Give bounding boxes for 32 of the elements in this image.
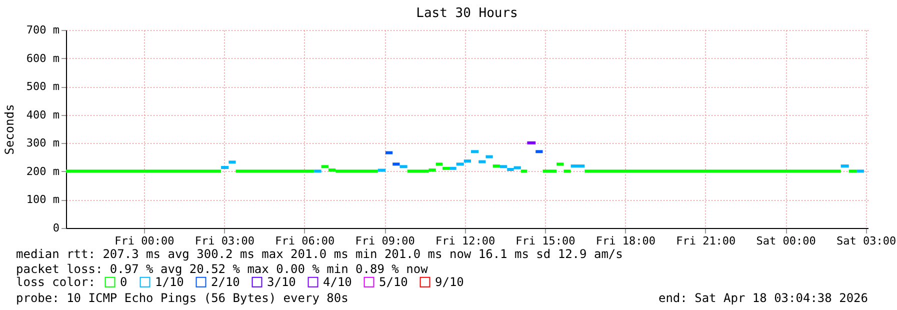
legend-label: 9/10 <box>435 275 464 290</box>
y-tick-label: 700 m <box>26 24 60 36</box>
legend-label: 3/10 <box>267 275 296 290</box>
text: median rtt: 207.3 ms avg 300.2 ms max 201.0 ms min 201.0 ms now 16.1 ms sd 12.9 am/s <box>16 247 623 261</box>
x-tick-label: Fri 12:00 <box>435 234 496 248</box>
text: packet loss: 0.97 % avg 20.52 % max 0.00 % min 0.89 % now <box>16 262 429 276</box>
x-tick-label: Fri 09:00 <box>355 234 415 248</box>
legend-label: 1/10 <box>155 275 184 290</box>
y-tick-label: 200 m <box>26 164 60 178</box>
x-tick-label: Sat 03:00 <box>836 234 896 248</box>
text: end: Sat Apr 18 03:04:38 2026 <box>658 291 868 305</box>
x-tick-label: Fri 06:00 <box>275 234 335 248</box>
legend-title: loss color: <box>16 275 96 289</box>
legend-label: 5/10 <box>379 275 408 290</box>
y-tick-label: 0 <box>52 222 60 234</box>
x-tick-label: Fri 21:00 <box>676 234 736 248</box>
legend-label: 2/10 <box>211 275 240 290</box>
x-tick-label: Fri 15:00 <box>516 234 576 248</box>
x-tick-label: Fri 03:00 <box>194 234 254 248</box>
y-tick-label: 300 m <box>26 136 60 150</box>
text: probe: 10 ICMP Echo Pings (56 Bytes) every 80s <box>16 291 348 305</box>
legend-label: 0 <box>120 275 128 290</box>
x-tick-label: Fri 18:00 <box>596 234 656 248</box>
x-tick-label: Fri 00:00 <box>114 234 174 248</box>
y-tick-label: 100 m <box>26 193 60 206</box>
y-axis-title: Seconds <box>2 104 16 155</box>
y-tick-label: 500 m <box>26 80 60 94</box>
chart-title: Last 30 Hours <box>416 6 518 21</box>
y-tick-label: 400 m <box>26 108 60 122</box>
x-tick-label: Sat 00:00 <box>756 234 816 248</box>
legend-label: 4/10 <box>323 275 352 290</box>
y-tick-label: 600 m <box>26 52 60 65</box>
